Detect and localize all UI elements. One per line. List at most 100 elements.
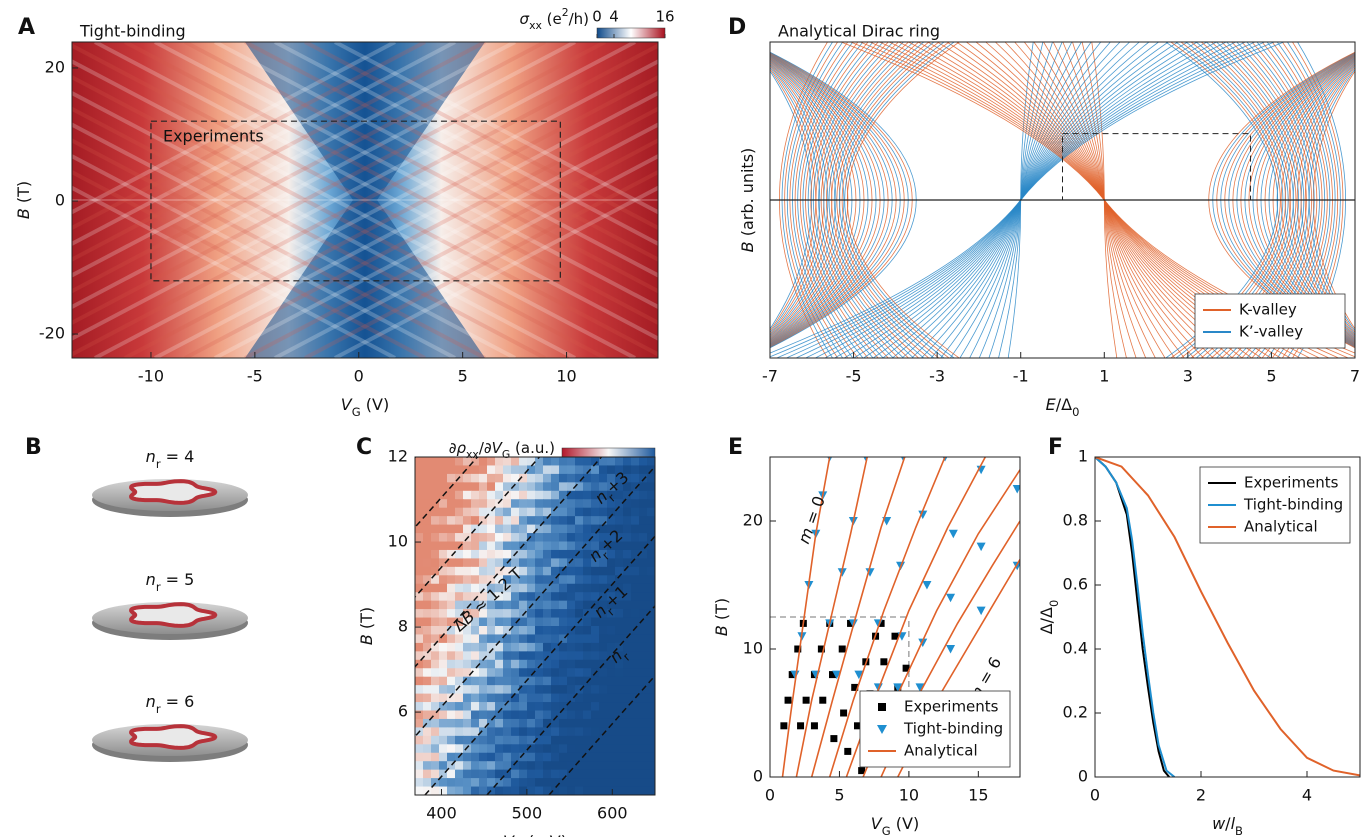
heatmap-cell [463, 558, 472, 568]
text-part: (a.u.) [510, 439, 555, 457]
heatmap-cell [647, 685, 655, 695]
heatmap-cell [559, 744, 568, 754]
level-curve [946, 42, 1105, 201]
level-curve [1020, 42, 1285, 201]
heatmap-cell [471, 549, 480, 559]
heatmap-cell [447, 457, 456, 467]
heatmap-cell [471, 541, 480, 551]
heatmap-cell [535, 507, 544, 517]
level-curve [1103, 199, 1137, 358]
heatmap-cell [415, 583, 424, 593]
heatmap-cell [607, 778, 616, 788]
heatmap-cell [591, 457, 600, 467]
heatmap-cell [519, 642, 528, 652]
heatmap-cell [447, 490, 456, 500]
heatmap-cell [423, 626, 432, 636]
heatmap-cell [583, 651, 592, 661]
heatmap-cell [559, 482, 568, 492]
heatmap-cell [519, 592, 528, 602]
heatmap-cell [559, 558, 568, 568]
heatmap-cell [463, 718, 472, 728]
heatmap-cell [431, 685, 440, 695]
level-curve [1020, 42, 1198, 201]
heatmap-cell [607, 769, 616, 779]
level-curve [1023, 42, 1105, 201]
heatmap-cell [631, 558, 640, 568]
heatmap-cell [607, 575, 616, 585]
heatmap-cell [551, 752, 560, 762]
heatmap-cell [575, 769, 584, 779]
heatmap-cell [599, 727, 608, 737]
heatmap-cell [415, 558, 424, 568]
heatmap-cell [647, 516, 655, 526]
heatmap-cell [447, 541, 456, 551]
y-tick-label: 6 [398, 702, 408, 721]
heatmap-cell [423, 702, 432, 712]
heatmap-cell [559, 685, 568, 695]
point [830, 735, 838, 743]
heatmap-cell [623, 693, 632, 703]
heatmap-cell [463, 744, 472, 754]
guide-line [486, 604, 655, 795]
heatmap-cell [615, 651, 624, 661]
heatmap-cell [503, 482, 512, 492]
heatmap-cell [487, 778, 496, 788]
y-tick-label: 20 [45, 57, 65, 76]
heatmap-cell [615, 592, 624, 602]
heatmap-cell [631, 710, 640, 720]
heatmap-cell [511, 642, 520, 652]
heatmap-cell [415, 516, 424, 526]
heatmap-cell [479, 634, 488, 644]
ring [129, 602, 218, 628]
heatmap-cell [423, 558, 432, 568]
heatmap-cell [575, 490, 584, 500]
heatmap-cell [495, 786, 504, 795]
heatmap-cell [615, 685, 624, 695]
heatmap-cell [415, 744, 424, 754]
heatmap-cell [487, 659, 496, 669]
heatmap-stripe [334, 185, 658, 358]
heatmap-cell [519, 693, 528, 703]
heatmap-cell [647, 718, 655, 728]
heatmap-cell [439, 533, 448, 543]
heatmap-cell [551, 761, 560, 771]
heatmap-cell [487, 490, 496, 500]
heatmap-cell [567, 465, 576, 475]
heatmap-cell [415, 735, 424, 745]
heatmap-cell [647, 761, 655, 771]
heatmap-cell [551, 626, 560, 636]
heatmap-cell [447, 575, 456, 585]
heatmap-cell [543, 473, 552, 483]
heatmap-stripe [72, 185, 396, 358]
heatmap-cell [455, 507, 464, 517]
heatmap-cell [551, 778, 560, 788]
heatmap-cell [551, 727, 560, 737]
legend-label: Experiments [904, 698, 999, 716]
heatmap-cell [543, 516, 552, 526]
heatmap-cell [439, 473, 448, 483]
level-curve [834, 199, 1022, 358]
level-curve [1020, 42, 1188, 201]
heatmap-cell [639, 507, 648, 517]
heatmap-cell [631, 524, 640, 534]
point [915, 683, 925, 692]
y-tick-label: 1 [1078, 447, 1088, 466]
heatmap-cell [487, 600, 496, 610]
level-curve [805, 199, 1022, 358]
heatmap-cell [607, 702, 616, 712]
heatmap-cell [415, 702, 424, 712]
heatmap-cell [639, 710, 648, 720]
heatmap-cell [511, 617, 520, 627]
plot-frame [769, 456, 1021, 778]
heatmap-cell [487, 676, 496, 686]
heatmap-stripe [72, 42, 576, 310]
heatmap-cell [631, 693, 640, 703]
heatmap-cell [567, 482, 576, 492]
level-curve [1020, 42, 1073, 201]
heatmap-cell [599, 600, 608, 610]
heatmap-cell [591, 482, 600, 492]
text-part: V [341, 395, 353, 414]
heatmap-cell [583, 524, 592, 534]
heatmap-cell [439, 676, 448, 686]
heatmap-cell [631, 786, 640, 795]
